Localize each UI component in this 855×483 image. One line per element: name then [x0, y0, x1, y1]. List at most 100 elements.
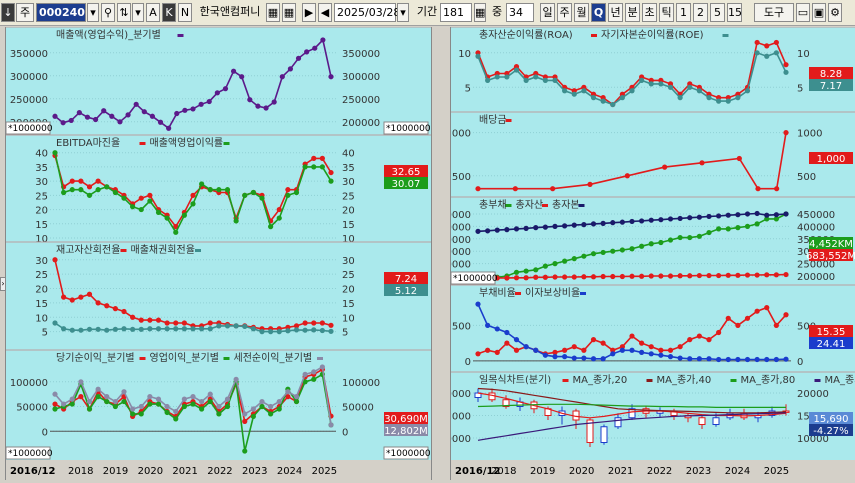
n-button[interactable]: N	[178, 3, 192, 22]
data-point	[147, 394, 152, 399]
data-point	[268, 329, 273, 334]
data-point	[783, 211, 788, 216]
data-point	[190, 401, 195, 406]
x-axis-label: 2021	[172, 466, 197, 477]
data-point	[495, 326, 500, 331]
k-button[interactable]: K	[162, 3, 176, 22]
stock-code-input[interactable]: 000240	[36, 3, 86, 22]
freq-button-3[interactable]: Q	[591, 3, 606, 22]
period-button[interactable]: 주	[16, 3, 34, 22]
tick-label-right: 250000	[342, 95, 380, 106]
legend-label: EBITDA마진율	[56, 137, 120, 149]
back-button[interactable]: ◀	[318, 3, 332, 22]
data-point	[156, 210, 161, 215]
freq-button-7[interactable]: 틱	[659, 3, 674, 22]
freq-button-4[interactable]: 년	[608, 3, 623, 22]
code-dropdown-icon[interactable]: ▾	[87, 3, 99, 22]
x-axis-label: 2018	[68, 466, 93, 477]
play-button[interactable]: ▶	[302, 3, 316, 22]
tick-label-left: 300000	[10, 72, 48, 83]
data-point	[581, 88, 586, 93]
data-point	[96, 300, 101, 305]
tick-label-right: 450000	[797, 210, 835, 221]
data-point	[280, 74, 285, 79]
data-point	[524, 344, 529, 349]
data-point	[303, 372, 308, 377]
tick-label-left: 350000	[451, 235, 471, 246]
settings-icon[interactable]: ⚙	[828, 3, 842, 22]
data-point	[697, 88, 702, 93]
legend-label: 영업이익_분기별	[150, 351, 219, 364]
data-point	[764, 54, 769, 59]
tick-label-left: 15	[35, 220, 48, 231]
data-point	[285, 389, 290, 394]
freq-button-0[interactable]: 일	[540, 3, 555, 22]
range-toggle-icon[interactable]: ▦	[474, 3, 486, 22]
tick-label-right: 10	[797, 49, 810, 60]
data-point	[101, 108, 106, 113]
freq-button-11[interactable]: 15	[727, 3, 742, 22]
legend-swatch	[506, 119, 512, 122]
sort-icon[interactable]: ⇅	[117, 3, 131, 22]
freq-button-2[interactable]: 월	[574, 3, 589, 22]
tick-label-left: 300000	[451, 247, 471, 258]
tick-label-right: 40	[342, 149, 355, 160]
data-point	[552, 354, 557, 359]
panel-divider[interactable]	[431, 27, 451, 480]
freq-button-5[interactable]: 분	[625, 3, 640, 22]
data-point	[581, 254, 586, 259]
sort-dropdown-icon[interactable]: ▾	[132, 3, 144, 22]
data-point	[70, 297, 75, 302]
period-down-button[interactable]: ↓	[1, 3, 15, 22]
tick-label-left: 30	[35, 256, 48, 267]
data-point	[572, 355, 577, 360]
data-point	[639, 218, 644, 223]
data-point	[52, 150, 57, 155]
data-point	[320, 156, 325, 161]
grid-icon-2[interactable]: ▦	[282, 3, 296, 22]
center-input[interactable]: 34	[506, 3, 534, 22]
freq-button-10[interactable]: 5	[710, 3, 725, 22]
data-point	[225, 323, 230, 328]
tick-label-left: 30	[35, 177, 48, 188]
data-point	[562, 354, 567, 359]
freq-button-8[interactable]: 1	[676, 3, 691, 22]
unit-label: *1000000	[8, 449, 53, 459]
data-point	[199, 181, 204, 186]
save-icon[interactable]: ▣	[812, 3, 826, 22]
data-point	[52, 257, 57, 262]
data-point	[764, 357, 769, 362]
last-value-label: 32.65	[392, 167, 421, 178]
grid-icon-1[interactable]: ▦	[266, 3, 280, 22]
freq-button-9[interactable]: 2	[693, 3, 708, 22]
legend-swatch	[591, 34, 597, 37]
data-point	[225, 187, 230, 192]
data-point	[113, 404, 118, 409]
freq-button-1[interactable]: 주	[557, 3, 572, 22]
data-point	[78, 295, 83, 300]
freq-button-6[interactable]: 초	[642, 3, 657, 22]
data-point	[572, 256, 577, 261]
data-point	[687, 85, 692, 90]
x-axis-label: 2025	[764, 466, 789, 477]
data-point	[533, 267, 538, 272]
date-input[interactable]: 2025/03/28	[334, 3, 396, 22]
data-point	[513, 186, 518, 191]
legend-label: 세전순이익_분기별	[234, 352, 313, 364]
candle-body	[699, 418, 705, 425]
search-icon[interactable]: ⚲	[101, 3, 115, 22]
data-point	[125, 112, 130, 117]
last-value-label: 683,552M	[806, 251, 855, 262]
date-dropdown-icon[interactable]: ▾	[397, 3, 409, 22]
data-point	[706, 95, 711, 100]
data-point	[231, 69, 236, 74]
range-input[interactable]: 181	[440, 3, 472, 22]
tools-button[interactable]: 도구	[754, 3, 794, 22]
data-point	[87, 406, 92, 411]
data-point	[533, 348, 538, 353]
tick-label-right: 35	[342, 163, 355, 174]
data-point	[591, 274, 596, 279]
legend-label: 매출액(영업수익)_분기별	[56, 28, 161, 41]
a-button[interactable]: A	[146, 3, 160, 22]
screen-icon[interactable]: ▭	[796, 3, 810, 22]
